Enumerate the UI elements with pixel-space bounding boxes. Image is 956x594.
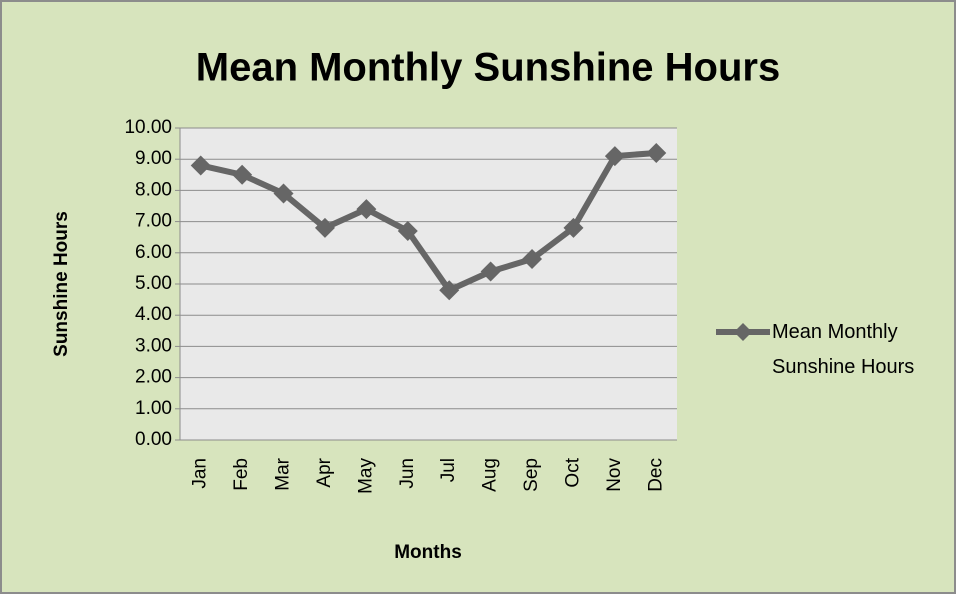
series-line: [200, 149, 657, 294]
x-tick-label: Apr: [314, 457, 335, 487]
x-axis-label: Months: [394, 542, 462, 563]
y-tick-label: 10.00: [124, 117, 172, 138]
y-tick-label: 1.00: [135, 398, 172, 419]
data-point: [190, 155, 211, 176]
y-tick-label: 5.00: [135, 273, 172, 294]
data-point: [397, 220, 418, 241]
data-point: [439, 280, 460, 301]
data-point: [480, 261, 501, 282]
x-tick-label: Feb: [231, 458, 252, 491]
x-tick-label: Sep: [521, 458, 542, 492]
y-tick-label: 2.00: [135, 367, 172, 388]
y-tick-label: 3.00: [135, 335, 172, 356]
data-point: [314, 217, 335, 238]
y-tick-label: 8.00: [135, 179, 172, 200]
x-tick-label: May: [355, 458, 376, 494]
data-point: [522, 249, 543, 270]
data-point: [604, 146, 625, 167]
x-tick-label: Jan: [190, 458, 211, 489]
x-tick-label: Mar: [273, 457, 294, 490]
y-tick-label: 9.00: [135, 148, 172, 169]
y-tick-label: 7.00: [135, 211, 172, 232]
y-tick-label: 0.00: [135, 429, 172, 450]
x-tick-label: Aug: [480, 458, 501, 492]
data-point: [273, 183, 294, 204]
x-tick-label: Jun: [397, 458, 418, 489]
x-tick-label: Nov: [604, 458, 625, 492]
chart-title: Mean Monthly Sunshine Hours: [196, 46, 780, 90]
data-point: [646, 142, 667, 163]
x-tick-label: Jul: [438, 458, 459, 482]
data-point: [563, 217, 584, 238]
y-tick-label: 4.00: [135, 304, 172, 325]
x-tick-label: Dec: [645, 458, 666, 492]
legend-label: Mean Monthly Sunshine Hours: [772, 321, 915, 378]
y-axis-label: Sunshine Hours: [51, 211, 72, 357]
data-point: [356, 199, 377, 220]
data-point: [232, 164, 253, 185]
legend-marker: [734, 323, 752, 341]
y-tick-label: 6.00: [135, 242, 172, 263]
x-tick-label: Oct: [562, 457, 583, 487]
legend-label-box: Mean Monthly Sunshine Hours: [772, 321, 915, 378]
